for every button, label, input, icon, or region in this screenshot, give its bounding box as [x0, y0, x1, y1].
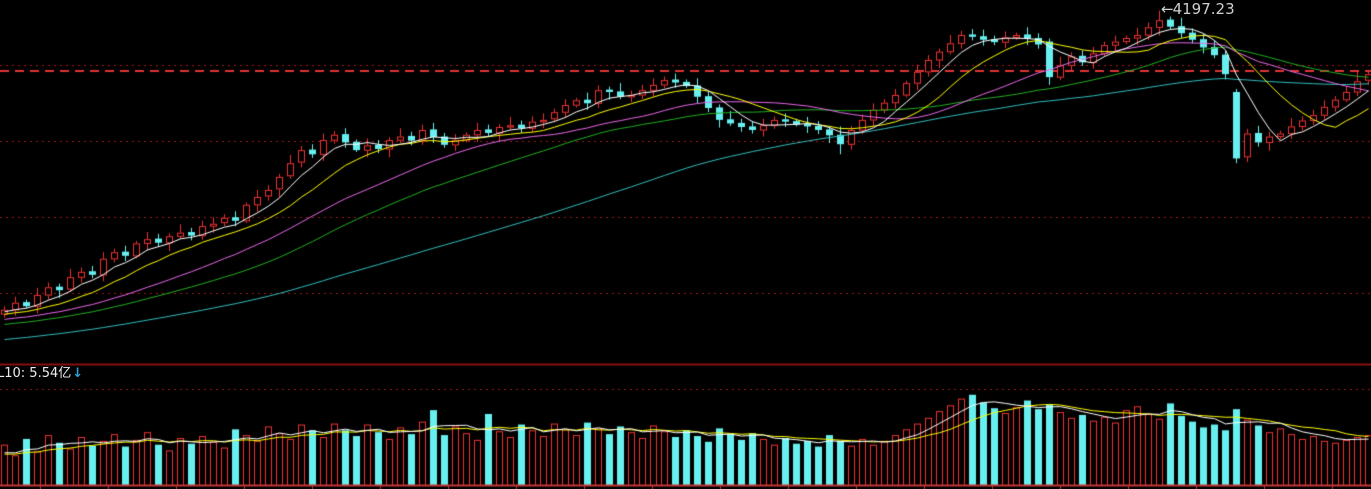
peak-price-annotation: ←4197.23: [1161, 1, 1235, 18]
left-arrow-icon: ←: [1161, 0, 1174, 18]
down-arrow-icon: ↓: [72, 366, 84, 381]
peak-price-value: 4197.23: [1172, 0, 1235, 18]
volume-indicator-label: L10: 5.54亿↓: [0, 366, 83, 382]
volume-ma-text: L10: 5.54亿: [0, 366, 72, 381]
